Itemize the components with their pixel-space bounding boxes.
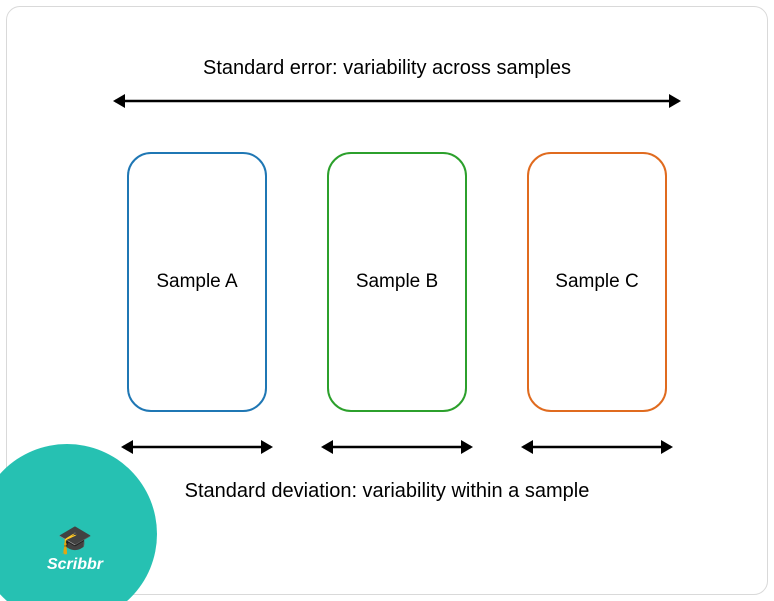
graduation-cap-icon: 🎓: [35, 526, 115, 554]
brand-content: 🎓 Scribbr: [35, 526, 115, 574]
diagram-card: Standard error: variability across sampl…: [6, 6, 768, 595]
brand-name: Scribbr: [35, 556, 115, 574]
